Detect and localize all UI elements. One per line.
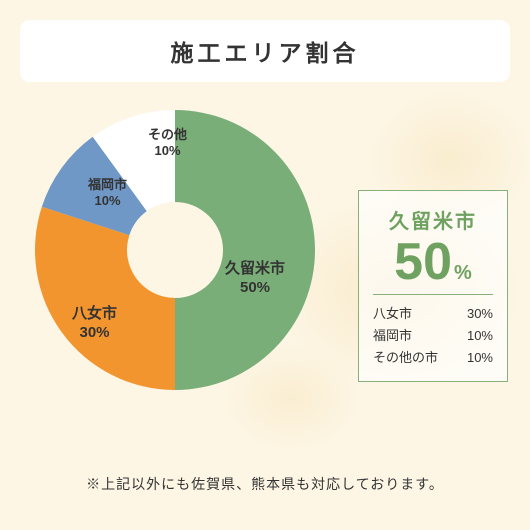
legend-primary-number: 50 (394, 233, 452, 291)
page-title: 施工エリア割合 (20, 34, 510, 68)
pie-slice-name: その他 (148, 127, 187, 143)
pie-slice (35, 207, 175, 390)
legend-row-value: 30% (467, 303, 493, 325)
pie-slice-pct: 10% (148, 143, 187, 159)
legend-row: 八女市 30% (373, 303, 493, 325)
legend-primary-name: 久留米市 (373, 205, 493, 234)
legend-primary-value: 50% (373, 236, 493, 288)
legend-primary-unit: % (454, 262, 472, 284)
legend-row-value: 10% (467, 325, 493, 347)
legend-row-value: 10% (467, 347, 493, 369)
legend-box: 久留米市 50% 八女市 30% 福岡市 10% その他の市 10% (358, 190, 508, 382)
legend-row-name: 福岡市 (373, 325, 412, 347)
pie-slice-label: その他10% (148, 127, 187, 160)
pie-slice-pct: 30% (72, 324, 117, 343)
legend-rows: 八女市 30% 福岡市 10% その他の市 10% (373, 303, 493, 369)
legend-row: 福岡市 10% (373, 325, 493, 347)
footnote: ※上記以外にも佐賀県、熊本県も対応しております。 (0, 474, 530, 494)
pie-chart: 久留米市50%八女市30%福岡市10%その他10% (30, 105, 320, 395)
legend-divider (373, 294, 493, 295)
pie-slice-name: 八女市 (72, 305, 117, 324)
legend-row-name: その他の市 (373, 347, 438, 369)
legend-row-name: 八女市 (373, 303, 412, 325)
pie-slice-name: 久留米市 (225, 260, 285, 279)
pie-slice-name: 福岡市 (88, 177, 127, 193)
pie-slice-label: 久留米市50% (225, 260, 285, 298)
pie-slice (175, 110, 315, 390)
legend-row: その他の市 10% (373, 347, 493, 369)
title-box: 施工エリア割合 (20, 20, 510, 82)
pie-slice-pct: 10% (88, 193, 127, 209)
pie-slice-label: 福岡市10% (88, 177, 127, 210)
pie-slice-label: 八女市30% (72, 305, 117, 343)
pie-slice-pct: 50% (225, 279, 285, 298)
